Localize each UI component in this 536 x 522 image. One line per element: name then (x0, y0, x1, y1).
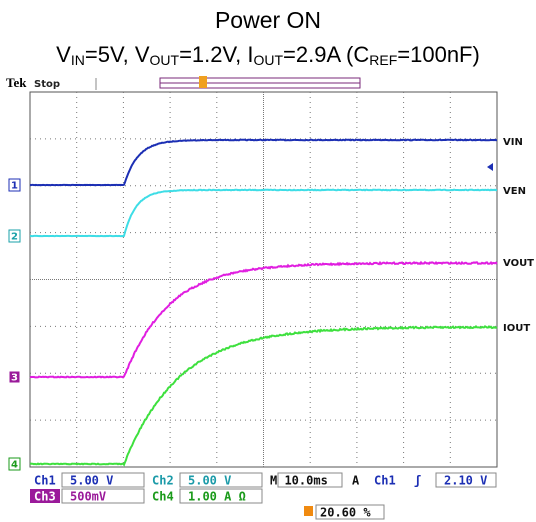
subtitle-subscript: IN (71, 52, 85, 68)
readout-box (61, 488, 145, 504)
level-marker (487, 163, 493, 171)
waveform (29, 260, 498, 379)
readout-box (179, 488, 263, 504)
status: Stop (34, 79, 60, 90)
readout-box (315, 504, 385, 520)
waveform (29, 138, 498, 187)
channel-label: VOUT (503, 258, 534, 269)
readout-box (435, 472, 497, 488)
readout-text: A (352, 474, 360, 488)
readout-text: 500mV (70, 490, 106, 504)
subtitle-text: =1.2V, I (179, 42, 253, 67)
window-marker (199, 76, 207, 88)
channel-marker-box (8, 457, 21, 471)
subtitle: VIN=5V, VOUT=1.2V, IOUT=2.9A (CREF=100nF… (56, 42, 480, 68)
readout-text: Ch4 (152, 490, 174, 504)
subtitle-text: =2.9A (C (283, 42, 369, 67)
channel-marker: 4 (11, 460, 18, 471)
subtitle-text: =100nF) (397, 42, 480, 67)
trigger-pos-icon (304, 506, 313, 516)
readout-box (61, 472, 145, 488)
readout-text: 20.60 % (320, 506, 371, 520)
ch3-badge (30, 489, 60, 503)
waveform (29, 324, 498, 467)
subtitle-subscript: REF (369, 52, 397, 68)
subtitle-text: =5V, V (85, 42, 150, 67)
channel-marker: 2 (11, 232, 18, 243)
channel-marker-box (8, 178, 21, 192)
readout-text: Ch1 (34, 474, 56, 488)
channel-marker: 1 (11, 181, 18, 192)
readout-box (179, 472, 263, 488)
readout-box (277, 472, 343, 488)
brand: Tek (6, 75, 27, 90)
readout-text: ʃ (414, 474, 421, 488)
readout-text: 5.00 V (188, 474, 231, 488)
subtitle-text: V (56, 42, 71, 67)
readout-text: 1.00 A Ω (188, 490, 246, 504)
readout-text: 2.10 V (444, 474, 487, 488)
readout-text: Ch1 (374, 474, 396, 488)
readout-text: 5.00 V (70, 474, 113, 488)
channel-label: VIN (503, 137, 523, 148)
title: Power ON (215, 7, 321, 33)
readout-text: M 10.0ms (270, 474, 328, 488)
channel-marker: 3 (11, 373, 18, 384)
subtitle-subscript: OUT (150, 52, 180, 68)
channel-marker-box (8, 370, 21, 384)
waveform (29, 188, 498, 238)
channel-label: VEN (503, 186, 526, 197)
readout-text: Ch3 (34, 490, 56, 504)
subtitle-subscript: OUT (253, 52, 283, 68)
readout-text: Ch2 (152, 474, 174, 488)
channel-label: IOUT (503, 323, 530, 334)
channel-marker-box (8, 229, 21, 243)
